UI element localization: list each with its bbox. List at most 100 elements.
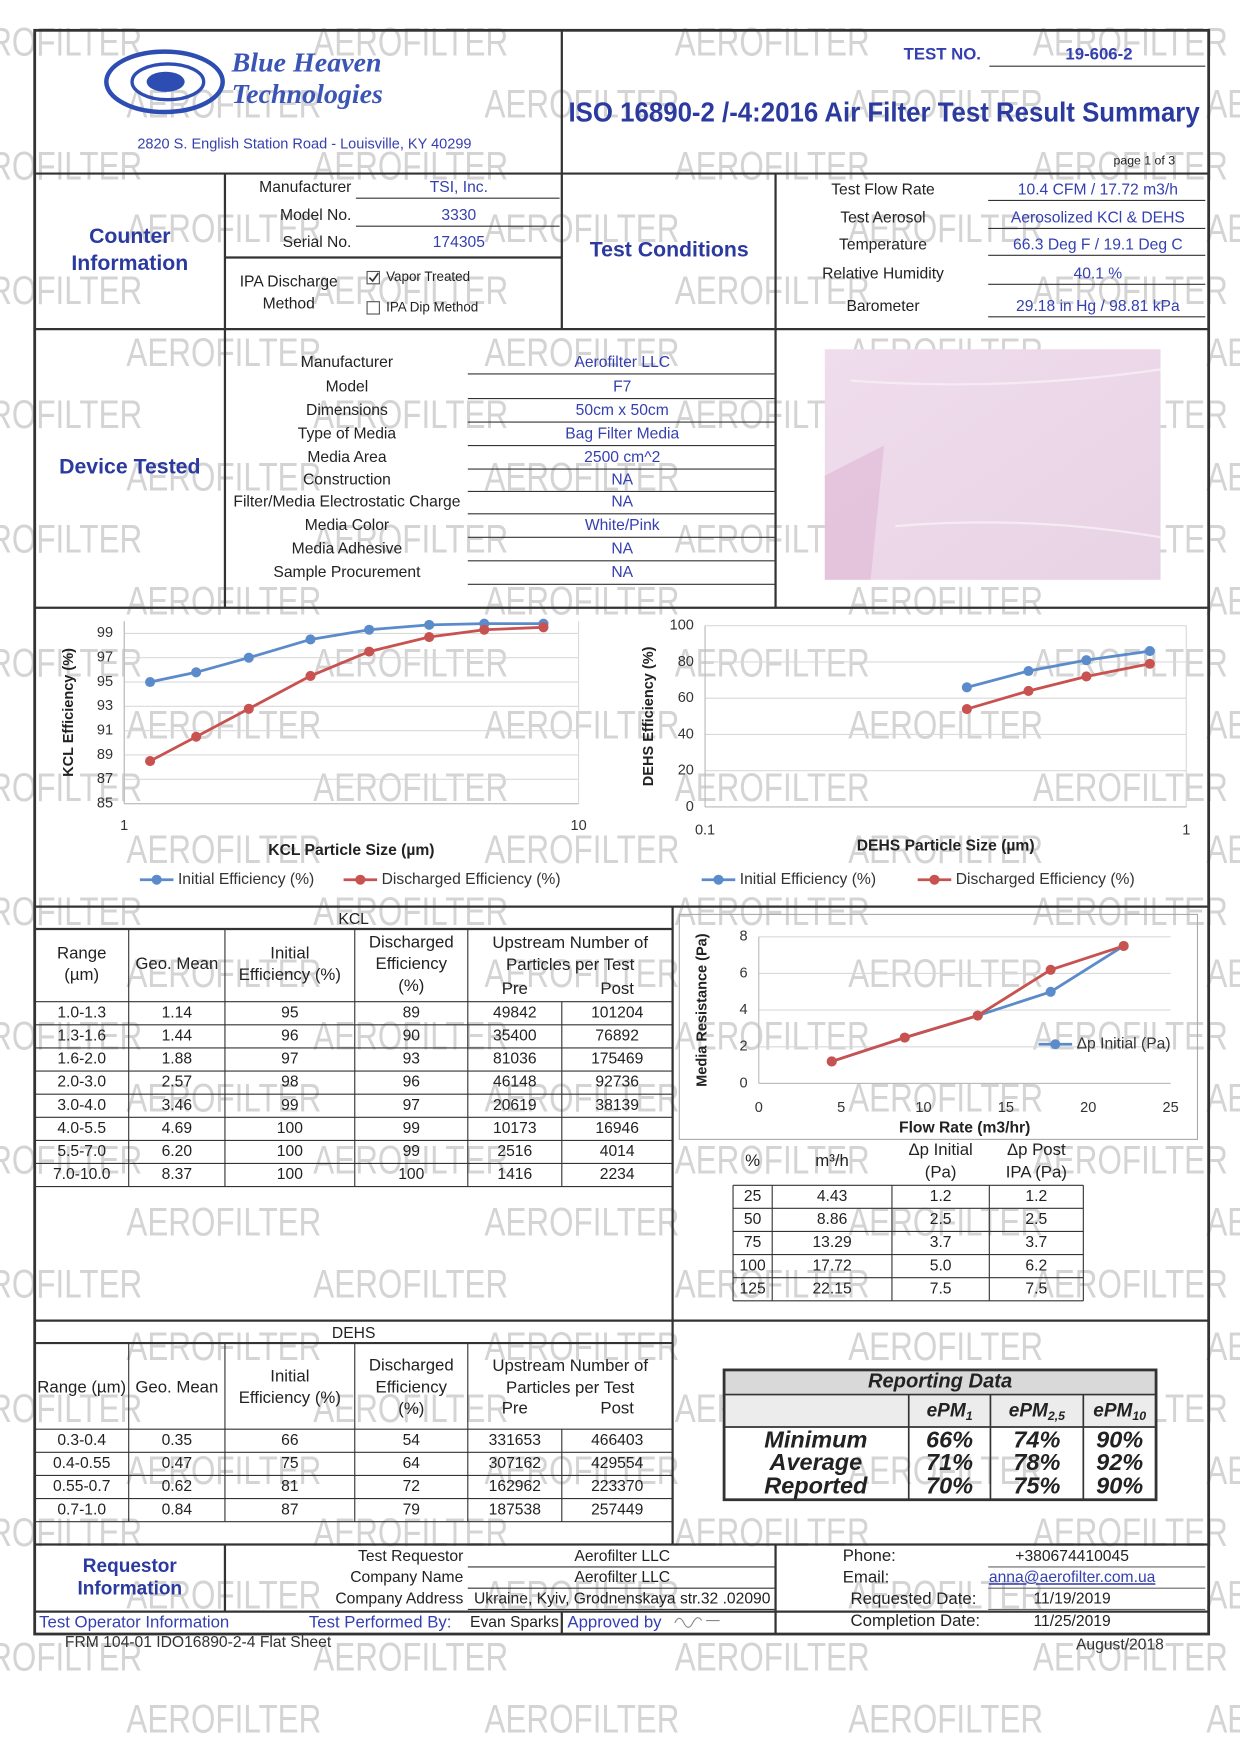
column-header: Particles per Test xyxy=(506,955,635,974)
logo-ring xyxy=(130,62,206,102)
data-point xyxy=(1118,940,1129,952)
page-number: page 1 of 3 xyxy=(1114,154,1176,168)
column-header: Upstream Number of xyxy=(492,933,648,952)
watermark: AEROFILTER xyxy=(126,1199,321,1245)
y-tick-label: 99 xyxy=(97,625,113,641)
watermark: AEROFILTER xyxy=(126,1323,321,1369)
field-value: 2500 cm^2 xyxy=(584,449,660,466)
column-header: (%) xyxy=(398,976,424,995)
logo-text: Technologies xyxy=(232,79,383,110)
table-cell: 46148 xyxy=(493,1074,537,1091)
field-value: Bag Filter Media xyxy=(565,425,679,442)
watermark: AEROFILTER xyxy=(1033,1013,1228,1059)
column-header: Range (µm) xyxy=(37,1377,126,1396)
table-cell: 0.62 xyxy=(162,1478,192,1495)
photo-fold xyxy=(824,445,885,580)
field-label: Serial No. xyxy=(283,234,352,251)
table-cell: 1.14 xyxy=(162,1004,193,1021)
watermark: AEROFILTER xyxy=(0,1013,142,1059)
watermark: AEROFILTER xyxy=(1206,1075,1240,1121)
table-cell: 3.7 xyxy=(1025,1234,1047,1251)
field-value[interactable]: anna@aerofilter.com.ua xyxy=(989,1569,1156,1586)
watermark: AEROFILTER xyxy=(1206,81,1240,127)
column-header: ePM1 xyxy=(927,1400,973,1423)
field-value: Aerofilter LLC xyxy=(574,354,670,371)
y-tick-label: 95 xyxy=(97,674,113,690)
y-axis-title: KCL Efficiency (%) xyxy=(61,648,77,777)
form-date: August/2018 xyxy=(1076,1636,1164,1653)
watermark: AEROFILTER xyxy=(485,205,680,251)
column-header: Efficiency xyxy=(376,1377,448,1396)
watermark: AEROFILTER xyxy=(1033,143,1228,189)
data-point xyxy=(972,1010,983,1021)
logo-core xyxy=(146,71,185,92)
watermark: AEROFILTER xyxy=(313,1385,508,1431)
data-point xyxy=(479,624,490,635)
watermark: AEROFILTER xyxy=(675,640,870,686)
watermark: AEROFILTER xyxy=(1033,19,1228,65)
column-header-sub: 1 xyxy=(966,1409,973,1423)
field-label: Completion Date: xyxy=(851,1611,981,1630)
table-cell: 96 xyxy=(403,1074,421,1091)
field-value: 29.18 in Hg / 98.81 kPa xyxy=(1016,298,1180,315)
check-mark xyxy=(368,272,379,283)
section-heading: Test Conditions xyxy=(590,237,749,261)
field-label: Method xyxy=(263,296,315,313)
table-cell: 89 xyxy=(403,1004,420,1021)
data-point xyxy=(899,1032,910,1043)
watermark: AEROFILTER xyxy=(1033,764,1228,810)
watermark: AEROFILTER xyxy=(0,267,142,313)
table-cell: 64 xyxy=(403,1455,421,1472)
data-point xyxy=(364,624,375,635)
x-tick-label: 0 xyxy=(755,1100,763,1116)
field-label: Filter/Media Electrostatic Charge xyxy=(233,494,460,511)
frame xyxy=(33,28,1211,1636)
watermark: AEROFILTER xyxy=(313,1261,508,1307)
reporting-value: 71% xyxy=(926,1449,973,1475)
x-tick-label: 10 xyxy=(915,1100,931,1116)
column-header: Geo. Mean xyxy=(135,954,218,973)
y-tick-label: 6 xyxy=(739,965,747,981)
table-cell: 3.46 xyxy=(162,1097,193,1114)
table-cell: 7.5 xyxy=(930,1280,952,1297)
table-cell: 331653 xyxy=(489,1432,542,1449)
y-tick-label: 85 xyxy=(97,795,113,811)
y-axis-title: Media Resistance (Pa) xyxy=(695,933,711,1087)
watermark: AEROFILTER xyxy=(0,764,142,810)
watermark: AEROFILTER xyxy=(675,1509,870,1555)
column-header: (µm) xyxy=(64,965,99,984)
watermark: AEROFILTER xyxy=(675,888,870,934)
document-title: ISO 16890-2 /-4:2016 Air Filter Test Res… xyxy=(569,97,1201,128)
watermark: AEROFILTER xyxy=(126,1075,321,1121)
table-cell: 100 xyxy=(277,1143,303,1160)
field-label: Manufacturer xyxy=(259,179,351,196)
watermark: AEROFILTER xyxy=(485,950,680,996)
table-cell: 54 xyxy=(403,1432,421,1449)
field-label: Media Color xyxy=(305,517,389,534)
watermark: AEROFILTER xyxy=(848,1696,1043,1742)
column-header: Efficiency xyxy=(376,954,448,973)
table-cell: 0.35 xyxy=(162,1432,193,1449)
table-cell: 35400 xyxy=(493,1028,537,1045)
data-point xyxy=(1045,986,1056,997)
table-cell: 99 xyxy=(403,1120,420,1137)
table-cell: 96 xyxy=(281,1028,299,1045)
signature xyxy=(674,1617,720,1628)
table-cell: 97 xyxy=(281,1051,298,1068)
data-point xyxy=(191,731,202,742)
data-point xyxy=(145,756,156,767)
data-point xyxy=(1045,964,1056,975)
watermark: AEROFILTER xyxy=(1206,702,1240,748)
table-cell: 2516 xyxy=(497,1143,532,1160)
option-label: Vapor Treated xyxy=(386,269,470,284)
field-label: Sample Procurement xyxy=(273,564,421,581)
watermark: AEROFILTER xyxy=(485,329,680,375)
column-header: ePM10 xyxy=(1093,1400,1146,1423)
watermark: AEROFILTER xyxy=(126,1696,321,1742)
section-heading: Information xyxy=(78,1578,183,1599)
field-label: Test Aerosol xyxy=(840,209,925,226)
watermark: AEROFILTER xyxy=(485,1447,680,1493)
table-cell: 4.0-5.5 xyxy=(57,1120,106,1137)
table-title: KCL xyxy=(338,911,369,928)
table-cell: 98 xyxy=(281,1074,299,1091)
